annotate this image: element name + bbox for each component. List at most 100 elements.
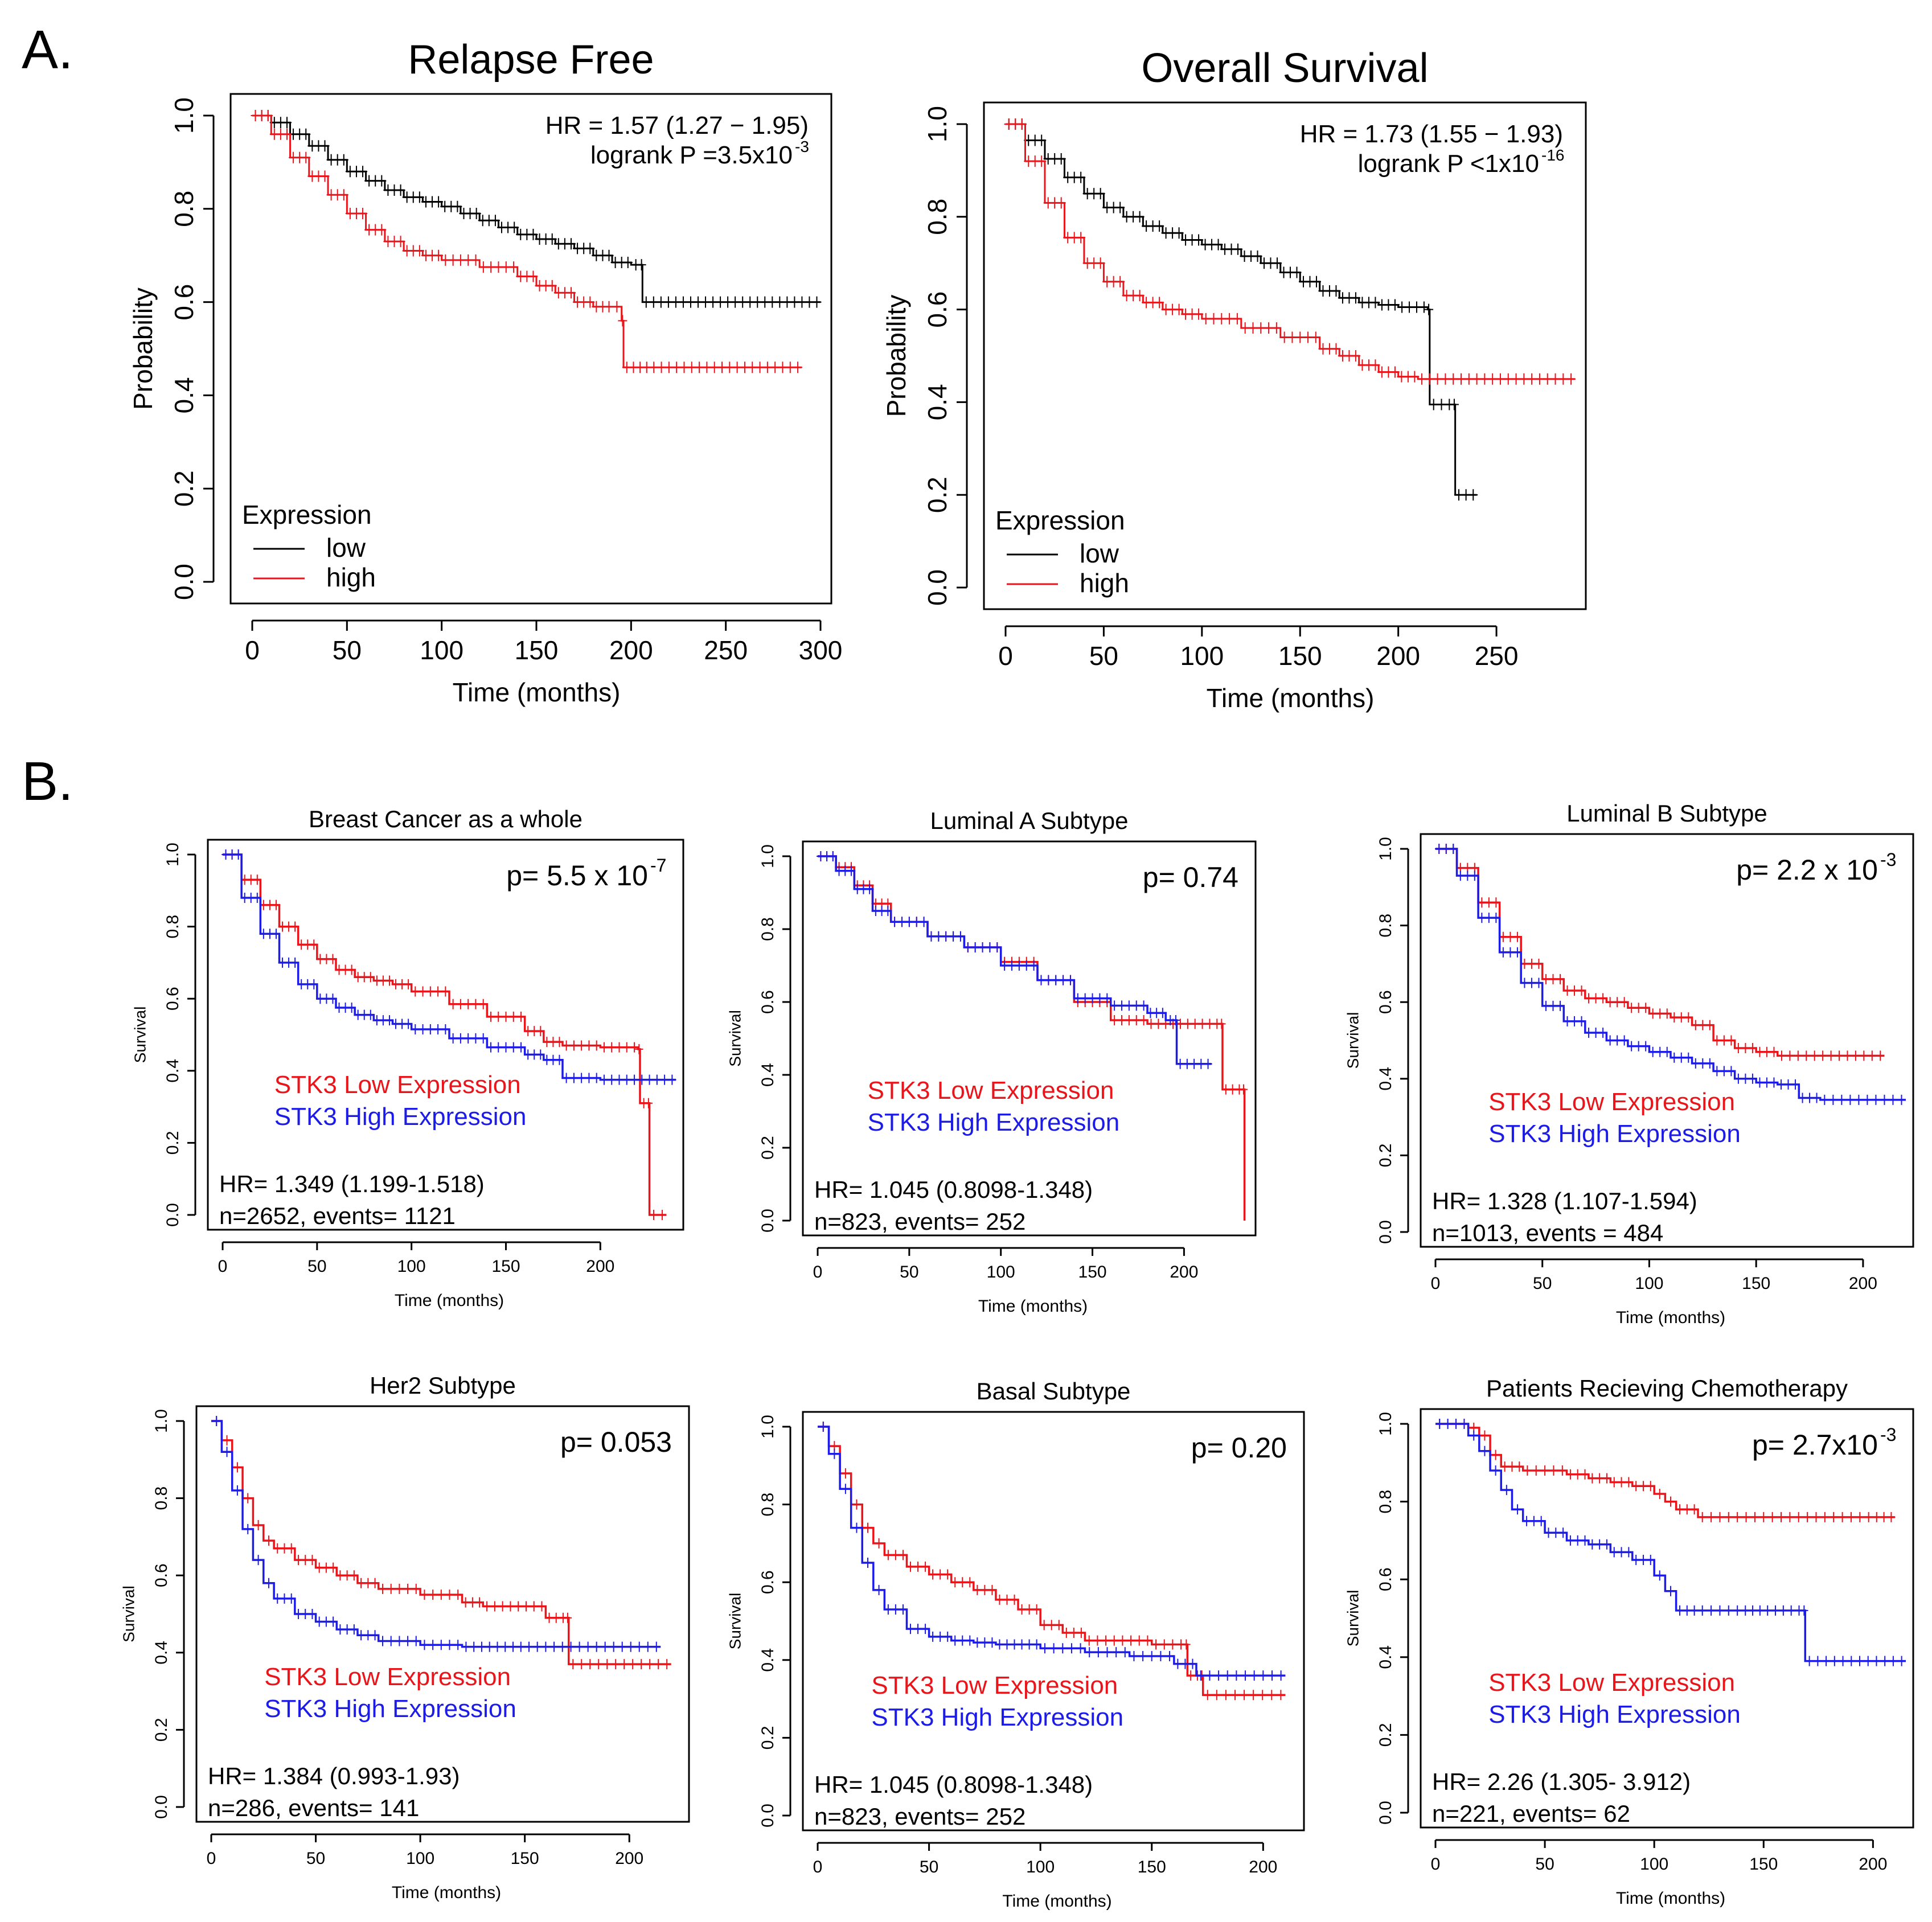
censor-mark [1115, 202, 1125, 213]
censor-mark [1331, 285, 1341, 297]
censor-mark [1480, 1430, 1489, 1441]
censor-mark [569, 1073, 579, 1083]
censor-mark [1602, 1539, 1611, 1550]
censor-mark [322, 1616, 331, 1627]
censor-mark [637, 1659, 646, 1670]
censor-mark [1851, 1050, 1860, 1061]
y-tick-label: 0.8 [1376, 914, 1395, 938]
censor-mark [420, 1590, 429, 1600]
series-line-stk3-low-expression [818, 1426, 1286, 1697]
chart-title: Her2 Subtype [370, 1372, 516, 1399]
y-tick-label: 0.6 [1376, 990, 1395, 1014]
censor-mark [494, 1011, 503, 1022]
y-tick-label: 0.4 [163, 1059, 182, 1083]
censor-mark [609, 1641, 618, 1652]
x-tick-label: 150 [511, 1849, 539, 1868]
censor-mark [1096, 993, 1104, 1004]
censor-mark [1515, 1461, 1524, 1472]
x-tick-label: 0 [813, 1263, 823, 1282]
censor-mark [594, 1659, 603, 1670]
censor-mark [1847, 1656, 1856, 1666]
censor-mark [1451, 1419, 1461, 1429]
censor-mark [1527, 373, 1537, 385]
censor-mark [637, 259, 646, 271]
censor-mark [1214, 1670, 1223, 1681]
censor-mark [615, 1042, 624, 1053]
censor-mark [395, 1583, 404, 1594]
censor-mark [1067, 1643, 1076, 1654]
censor-mark [1631, 1555, 1640, 1566]
censor-mark [951, 1635, 959, 1646]
censor-mark [411, 1024, 420, 1035]
censor-mark [1864, 1512, 1873, 1522]
censor-mark [1096, 188, 1105, 200]
x-tick-label: 200 [1376, 641, 1420, 671]
y-axis-label: Survival [726, 1593, 744, 1650]
y-tick-label: 0.8 [169, 191, 199, 227]
censor-mark [1433, 373, 1442, 385]
censor-mark [273, 1543, 282, 1554]
censor-mark [1556, 974, 1565, 984]
censor-mark [434, 196, 444, 208]
series-line-stk3-low-expression [223, 853, 667, 1216]
censor-mark [419, 1024, 427, 1035]
censor-mark [934, 931, 943, 942]
censor-mark [1683, 1504, 1692, 1515]
censor-mark [1491, 1465, 1500, 1476]
legend-low-expression: STK3 Low Expression [868, 1077, 1114, 1104]
censor-mark [1155, 297, 1164, 309]
censor-mark [569, 1040, 579, 1051]
x-axis-label: Time (months) [453, 677, 621, 707]
censor-mark [1037, 155, 1047, 167]
censor-mark [1059, 1643, 1067, 1654]
legend-high-expression: STK3 High Expression [274, 1103, 527, 1131]
y-tick-label: 0.2 [758, 1136, 777, 1160]
censor-mark [1425, 373, 1434, 385]
censor-mark [358, 207, 368, 219]
censor-mark [973, 1584, 982, 1595]
censor-mark [1480, 1445, 1489, 1456]
censor-mark [1577, 985, 1586, 996]
censor-mark [1478, 913, 1486, 923]
censor-mark [1552, 1527, 1560, 1538]
censor-mark [1049, 1643, 1058, 1654]
censor-mark [315, 1616, 323, 1627]
censor-mark [468, 1597, 477, 1608]
censor-mark [1044, 975, 1053, 985]
x-tick-label: 50 [1533, 1274, 1552, 1293]
censor-mark [1720, 1066, 1729, 1077]
censor-mark [329, 993, 337, 1004]
legend-label-high: high [326, 562, 376, 592]
censor-mark [1183, 1058, 1192, 1069]
censor-mark [1741, 1605, 1750, 1616]
censor-mark [899, 1604, 908, 1615]
censor-mark [502, 1042, 510, 1053]
censor-mark [630, 1042, 639, 1053]
censor-mark [493, 1641, 502, 1652]
y-tick-label: 0.4 [169, 377, 199, 413]
censor-mark [371, 1578, 379, 1588]
censor-mark [329, 1562, 338, 1573]
censor-mark [477, 1641, 486, 1652]
censor-mark [528, 228, 538, 240]
censor-mark [1563, 1016, 1572, 1026]
censor-mark [1656, 1008, 1664, 1019]
censor-mark [1666, 1586, 1675, 1596]
y-axis-label: Survival [1344, 1012, 1361, 1069]
censor-mark [1779, 1605, 1788, 1616]
censor-mark [563, 1612, 572, 1623]
censor-mark [1232, 1670, 1241, 1681]
censor-mark [1794, 1050, 1803, 1061]
censor-mark [1581, 1469, 1589, 1480]
censor-mark [1156, 1650, 1165, 1661]
censor-mark [1847, 1512, 1856, 1522]
censor-mark [412, 1583, 420, 1594]
censor-mark [1675, 1605, 1684, 1616]
censor-mark [645, 1659, 654, 1670]
censor-mark [1598, 1028, 1607, 1038]
censor-mark [1117, 1015, 1126, 1025]
censor-mark [434, 249, 444, 261]
censor-mark [1839, 1656, 1847, 1666]
y-axis-label: Probability [128, 288, 158, 410]
panel-label-b: B. [22, 751, 73, 812]
